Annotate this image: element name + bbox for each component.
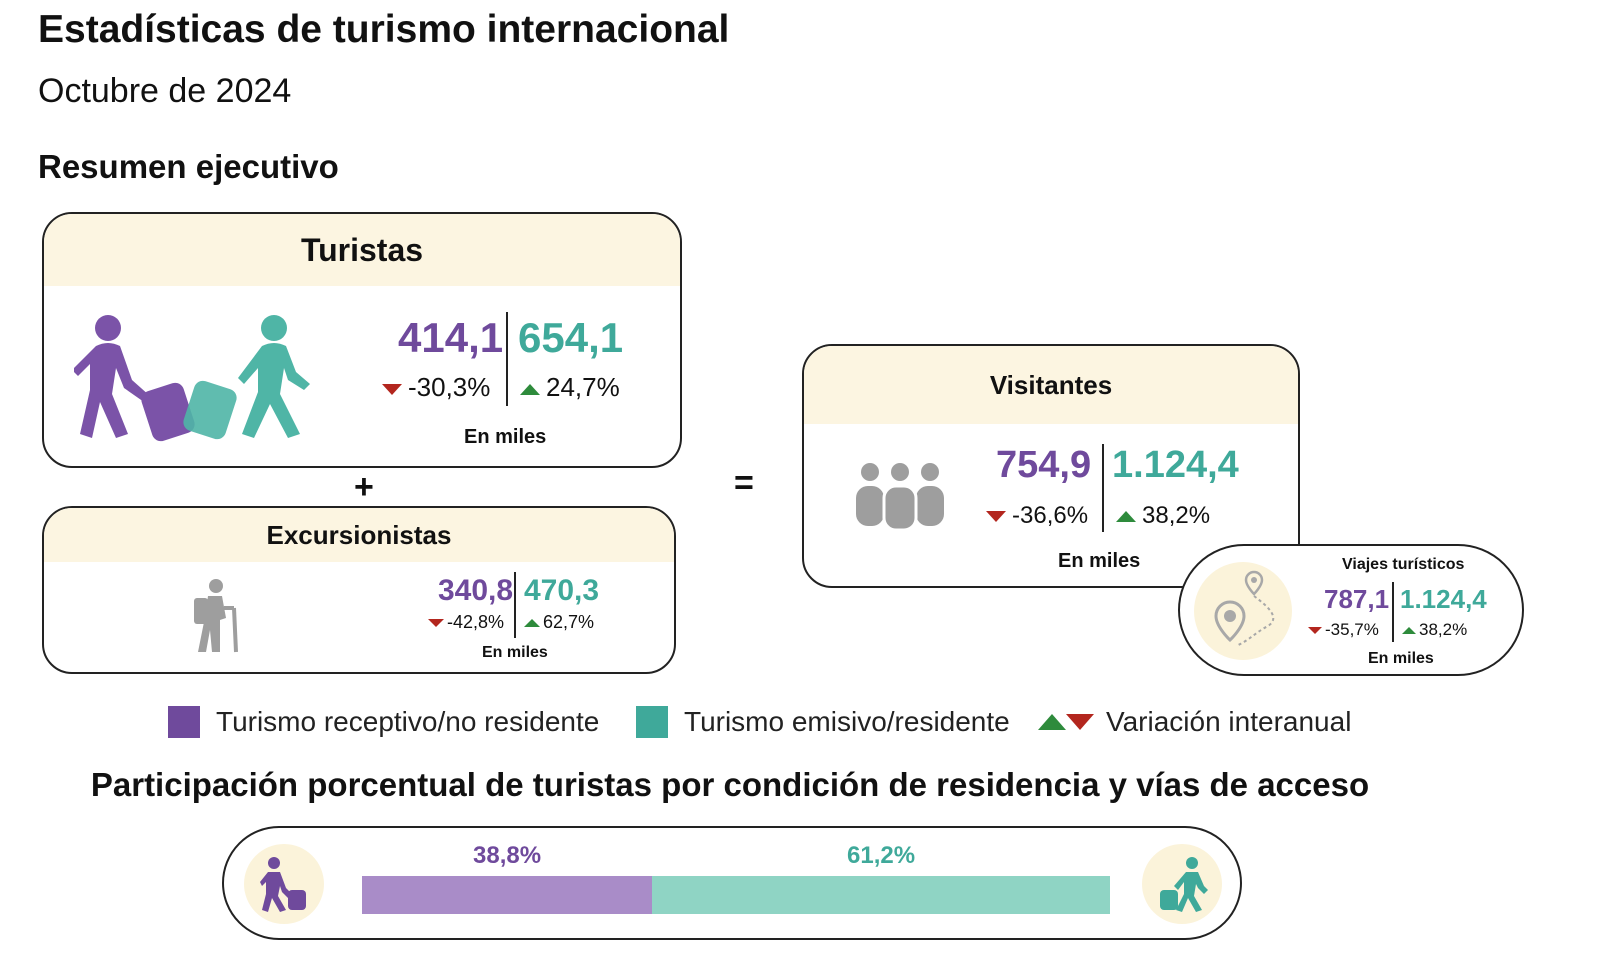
excursionistas-emissive-change: 62,7% — [524, 612, 594, 633]
receptive-traveler-icon — [260, 857, 306, 912]
legend-receptive: Turismo receptivo/no residente — [168, 706, 599, 738]
legend-emissive-swatch — [636, 706, 668, 738]
page-title: Estadísticas de turismo internacional — [38, 8, 730, 51]
turistas-receptive-change: -30,3% — [382, 372, 490, 403]
up-arrow-icon — [520, 383, 540, 395]
viajes-receptive-value: 787,1 — [1324, 584, 1390, 614]
up-arrow-icon — [1116, 511, 1136, 523]
receptive-share-label: 38,8% — [473, 842, 542, 869]
up-arrow-icon — [1402, 627, 1416, 635]
viajes-emissive-change: 38,2% — [1402, 620, 1467, 640]
group-icon — [856, 463, 944, 532]
up-arrow-icon — [524, 619, 540, 628]
emissive-share-label: 61,2% — [847, 842, 916, 869]
participation-frame: 38,8% 61,2% — [222, 826, 1242, 940]
turistas-emissive-value: 654,1 — [518, 314, 624, 361]
legend-variation: Variación interanual — [1038, 706, 1351, 738]
legend-variation-label: Variación interanual — [1106, 706, 1352, 737]
emissive-share-bar — [652, 876, 1110, 914]
excursionistas-emissive-value: 470,3 — [524, 574, 600, 607]
down-arrow-icon — [428, 619, 444, 628]
participation-title: Participación porcentual de turistas por… — [90, 766, 1370, 803]
excursionistas-card-title: Excursionistas — [44, 508, 674, 562]
legend-emissive: Turismo emisivo/residente — [636, 706, 1010, 738]
down-arrow-icon — [1308, 627, 1322, 635]
excursionistas-receptive-change: -42,8% — [428, 612, 504, 633]
viajes-card-title: Viajes turísticos — [1342, 556, 1465, 573]
turistas-card-title: Turistas — [44, 214, 680, 286]
viajes-units: En miles — [1368, 650, 1434, 667]
emissive-traveler-icon — [1160, 857, 1208, 912]
visitantes-receptive-change: -36,6% — [986, 502, 1088, 530]
down-arrow-icon — [986, 511, 1006, 523]
visitantes-emissive-change: 38,2% — [1116, 502, 1210, 530]
excursionistas-divider — [514, 572, 516, 638]
excursionistas-units: En miles — [482, 644, 548, 661]
viajes-emissive-value: 1.124,4 — [1400, 584, 1487, 614]
legend-receptive-label: Turismo receptivo/no residente — [216, 706, 600, 737]
visitantes-card: Visitantes 754,9 1.124,4 -36,6% 38,2% En… — [802, 344, 1300, 588]
viajes-receptive-change: -35,7% — [1308, 620, 1379, 640]
legend-emissive-label: Turismo emisivo/residente — [684, 706, 1010, 737]
turistas-card: Turistas 414,1 654,1 -30,3% 24,7% En mil… — [42, 212, 682, 468]
traveler-icon — [74, 315, 310, 442]
equals-operator: = — [734, 464, 754, 502]
legend-up-arrow-icon — [1038, 714, 1066, 730]
turistas-divider — [506, 312, 508, 406]
visitantes-divider — [1102, 444, 1104, 532]
excursionistas-card: Excursionistas 340,8 470,3 -42,8% 62,7% … — [42, 506, 676, 674]
visitantes-receptive-value: 754,9 — [996, 444, 1092, 486]
legend-receptive-swatch — [168, 706, 200, 738]
visitantes-units: En miles — [1058, 550, 1141, 572]
visitantes-emissive-value: 1.124,4 — [1112, 444, 1239, 486]
visitantes-card-title: Visitantes — [804, 346, 1298, 424]
route-pin-icon — [1214, 570, 1275, 647]
page-period: Octubre de 2024 — [38, 72, 292, 110]
section-title: Resumen ejecutivo — [38, 148, 339, 185]
viajes-divider — [1392, 582, 1394, 642]
turistas-units: En miles — [464, 426, 547, 448]
hiker-icon — [194, 579, 238, 653]
receptive-share-bar — [362, 876, 652, 914]
turistas-receptive-value: 414,1 — [398, 314, 504, 361]
down-arrow-icon — [382, 383, 402, 395]
plus-operator: + — [354, 468, 374, 506]
turistas-emissive-change: 24,7% — [520, 372, 620, 403]
viajes-card: Viajes turísticos 787,1 1.124,4 -35,7% 3… — [1178, 544, 1524, 676]
excursionistas-receptive-value: 340,8 — [438, 574, 514, 607]
legend-down-arrow-icon — [1066, 714, 1094, 730]
